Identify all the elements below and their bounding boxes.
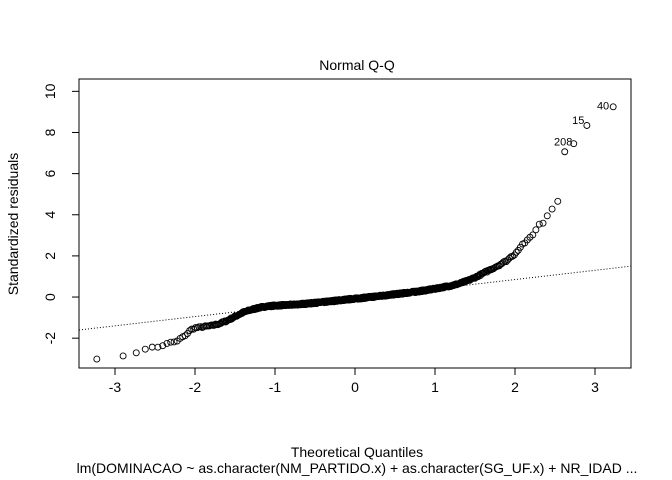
y-tick-label: 4 [42,211,58,219]
chart-title: Normal Q-Q [319,57,395,73]
x-axis-label: Theoretical Quantiles [291,444,423,460]
x-tick-label: 0 [351,379,359,395]
data-point [181,332,189,340]
x-tick-label: 1 [431,379,439,395]
data-point [543,212,551,220]
data-point [170,338,178,346]
data-point [499,258,507,266]
data-point [505,254,513,262]
y-tick-label: 6 [42,170,58,178]
y-tick-label: -2 [42,332,58,345]
x-tick-label: -2 [189,379,202,395]
y-tick-label: 0 [42,293,58,301]
data-point [512,248,520,256]
data-point [532,226,540,234]
data-point [561,148,569,156]
point-label: 208 [554,137,572,149]
data-point [167,338,175,346]
data-point [163,339,171,347]
data-point [148,343,156,351]
x-tick-label: -3 [109,379,122,395]
y-tick-label: 8 [42,128,58,136]
data-points [93,103,617,363]
y-axis-label: Standardized residuals [5,153,21,295]
data-point [535,220,543,228]
y-axis: -2 0 2 4 6 8 10 [42,83,80,345]
data-point [539,219,547,227]
data-point [159,342,167,350]
data-point [609,103,617,111]
data-point [93,355,101,363]
plot-frame [78,78,632,369]
data-point [154,343,162,351]
x-tick-label: -1 [269,379,282,395]
x-axis: -3 -2 -1 0 1 2 3 [109,367,599,395]
y-tick-label: 2 [42,252,58,260]
x-tick-label: 3 [591,379,599,395]
x-tick-label: 2 [511,379,519,395]
data-point [548,205,556,213]
data-point [509,252,517,260]
data-point [186,327,194,335]
data-point [570,140,578,148]
chart-subtitle: lm(DOMINACAO ~ as.character(NM_PARTIDO.x… [77,460,638,476]
data-point [583,122,591,129]
point-label: 15 [572,115,584,127]
data-point [554,197,562,205]
data-point [529,231,537,239]
y-tick-label: 10 [42,83,58,99]
data-point [193,324,201,332]
data-point [119,352,127,360]
point-label: 40 [597,101,609,113]
data-point [132,349,140,357]
data-point [141,345,149,353]
